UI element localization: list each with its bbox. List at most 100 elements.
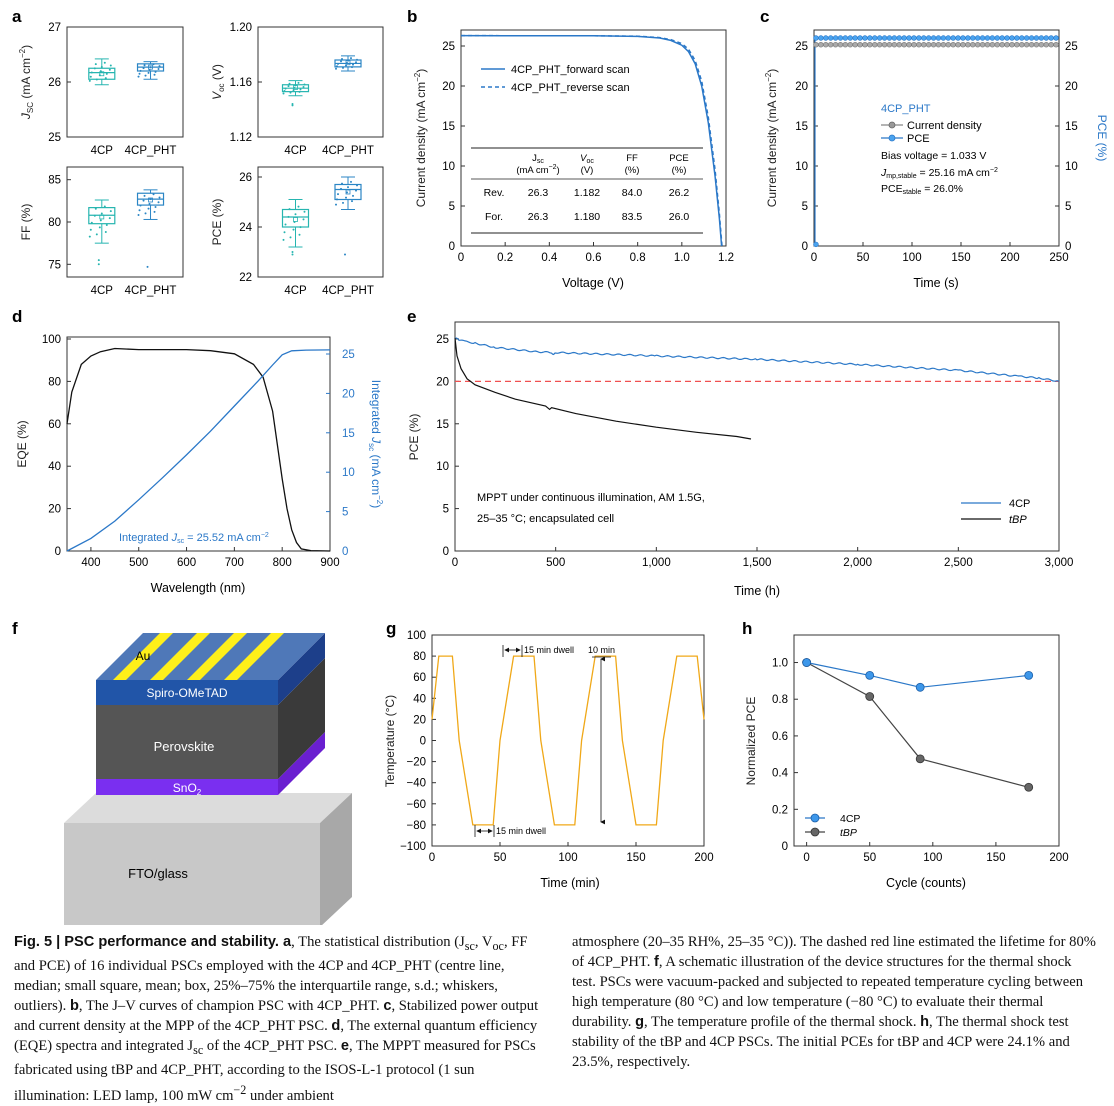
data-point [138,72,141,75]
data-point [336,198,338,201]
panel-h-ytick-label: 1.0 [772,658,788,670]
panel-c-ytick-label: 20 [795,81,808,93]
current-density-point [901,42,907,48]
data-point [289,236,292,239]
pce-point [896,35,902,41]
box-4CP_PHT [136,61,165,80]
current-density-point [1053,42,1059,48]
current-density-point [984,42,991,48]
data-point [105,224,108,227]
outlier-point [291,253,294,256]
data-point [147,71,150,74]
data-point [356,58,358,61]
data-point [299,226,302,229]
ramp-label: 10 min [588,645,615,655]
current-density-point [970,42,976,48]
temperature-profile-curve [431,655,705,826]
pce-point [823,35,829,41]
current-density-point [1019,42,1025,48]
panel-h-ytick-label: 0.6 [772,731,788,743]
panel-a-ytick-label: 80 [48,217,61,229]
panel-a-xtick-label: 4CP [91,145,114,157]
panel-h-frame [793,634,1060,847]
panel-d-right-ytick-label: 20 [342,388,355,400]
panel-a-ytick-label: 22 [239,272,252,284]
current-density-point [1038,42,1045,48]
panel-c-frame [813,29,1060,247]
data-point [100,212,103,215]
eqe-curve [66,347,331,552]
panel-g-ytick-label: −40 [406,778,426,790]
data-point [139,69,142,72]
data-point [283,90,286,93]
pce-point [847,35,853,41]
table-cell: 26.0 [669,211,690,223]
table-header-jsc: Jsc [532,153,544,165]
pce-point [1033,35,1040,41]
current-density-point [989,42,996,48]
pce-point [1043,35,1049,41]
current-density-point [832,42,839,48]
data-point [137,75,140,78]
outlier-point [291,104,294,107]
data-point [303,83,306,86]
pce-point [832,35,839,41]
data-point [292,228,295,231]
panel-a-ylabel: JSC (mA cm−2) [18,45,35,120]
legend-h-tbp-label: tBP [840,827,857,839]
data-point [351,66,353,69]
panel-c-ytick-label: 5 [802,201,808,213]
outlier-point [291,251,294,253]
panel-a-xtick-label: 4CP_PHT [125,285,177,297]
current-density-point [930,42,937,48]
current-density-point [1028,42,1035,48]
panel-g-ytick-label: 60 [413,672,426,684]
current-density-point [911,42,917,48]
pce-point [930,35,937,41]
panel-b-ytick-label: 5 [449,201,455,213]
panel-d-xtick-label: 400 [81,557,100,569]
sno2-side-face [278,732,325,795]
current-density-point [940,42,947,48]
panel-e-ytick-label: 20 [436,376,449,388]
data-point [337,62,339,65]
4cp-line [806,661,1029,688]
mean-marker [148,64,153,70]
panel-a-ytick-label: 26 [239,172,252,184]
panel-g-ytick-label: 40 [413,693,426,705]
data-point [144,212,147,215]
panel-a-xtick-label: 4CP [284,285,307,297]
current-density-point [955,42,961,48]
data-point [149,198,152,201]
fto-glass-top-face [64,793,352,823]
panel-g-ytick-label: 80 [413,651,426,663]
pce-point [1038,35,1045,41]
subplot-frame [66,26,184,138]
panel-h-xtick-label: 50 [863,852,876,864]
data-point [302,85,305,88]
table-cell: 83.5 [622,211,643,223]
layer-label-perovskite: Perovskite [154,739,215,754]
current-density-point [847,42,853,48]
table-header-voc: Voc [580,153,594,165]
data-point [337,193,339,196]
dwell-bottom-label: 15 min dwell [496,826,546,836]
pce-point [950,35,956,41]
current-density-point [945,42,951,48]
table-header-pce: PCE [669,153,689,164]
table-header-ff-unit: (%) [625,165,640,176]
data-point [342,66,344,69]
data-point [137,214,140,217]
pce-point [916,35,922,41]
jmp-stable-text: Jmp,stable = 25.16 mA cm−2 [880,167,998,180]
panel-c-xtick-label: 50 [857,252,870,264]
panel-letter-h: h [742,619,752,638]
bias-voltage-text: Bias voltage = 1.033 V [881,150,986,162]
data-point [282,238,285,241]
current-density-point [1023,42,1030,48]
current-density-point [852,42,858,48]
tbp-point [865,692,875,701]
data-point [346,191,348,194]
data-point [282,92,285,95]
pce-point [1004,35,1010,41]
